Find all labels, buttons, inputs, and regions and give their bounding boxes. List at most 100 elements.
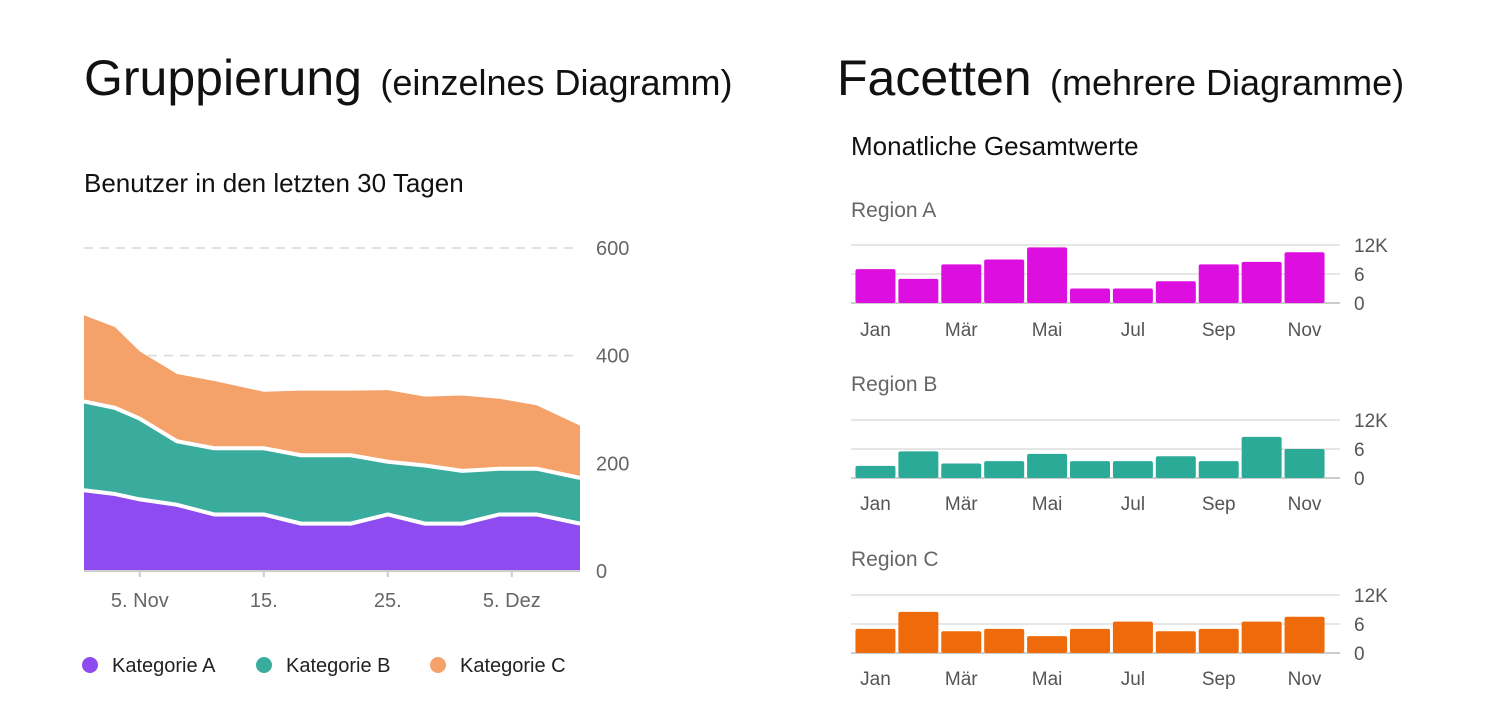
bar (984, 461, 1025, 478)
bar (1027, 636, 1068, 653)
grouping-heading: Gruppierung (einzelnes Diagramm) (84, 50, 733, 106)
boundary-line-kategorie-a (83, 488, 581, 526)
bar (1027, 247, 1068, 303)
facet-x-tick-label: Mai (1032, 320, 1063, 341)
facet-x-tick-label: Jul (1121, 494, 1145, 515)
bar (1112, 621, 1153, 653)
x-tick-label: 5. Nov (111, 590, 169, 612)
bar (1241, 436, 1282, 478)
bar (855, 269, 896, 303)
bar (855, 628, 896, 653)
facet-y-tick-label: 0 (1354, 294, 1365, 315)
facet-panels: Region A 0 6 12K Jan Mär Mai Jul Sep Nov Region B 0… (851, 199, 1388, 690)
grouping-heading-main: Gruppierung (84, 50, 362, 106)
legend-label-kategorie-c: Kategorie C (460, 655, 566, 677)
facets-heading: Facetten (mehrere Diagramme) (837, 50, 1404, 106)
facets-heading-sub: (mehrere Diagramme) (1050, 62, 1404, 103)
area-chart-axis: 5. Nov 15. 25. 5. Dez (84, 570, 580, 612)
bar (984, 259, 1025, 303)
area-chart-title: Benutzer in den letzten 30 Tagen (84, 168, 464, 198)
bar (1027, 453, 1068, 478)
facet-x-tick-label: Nov (1288, 494, 1322, 515)
facet-label: Region A (851, 199, 936, 222)
legend-swatch-kategorie-a (82, 657, 98, 673)
bar (1284, 616, 1325, 653)
y-tick-label: 600 (596, 238, 629, 260)
bar (1070, 288, 1110, 303)
facet-y-tick-label: 12K (1354, 411, 1388, 432)
legend-swatch-kategorie-b (256, 657, 272, 673)
area-chart: Benutzer in den letzten 30 Tagen 0 200 400… (82, 168, 629, 677)
legend-swatch-kategorie-c (430, 657, 446, 673)
boundary-line-kategorie-b (83, 399, 581, 480)
facet-x-tick-label: Nov (1288, 320, 1322, 341)
bar (1198, 264, 1239, 303)
y-tick-label: 0 (596, 561, 607, 583)
area-kategorie-c (84, 315, 580, 478)
bar (1241, 621, 1282, 653)
bar (1155, 456, 1196, 478)
facet-panel-region-b: Region B 0 6 12K Jan Mär Mai Jul Sep Nov (851, 373, 1388, 515)
area-chart-legend: Kategorie A Kategorie B Kategorie C (82, 655, 566, 677)
facet-chart: Monatliche Gesamtwerte Region A 0 6 12K Jan M… (851, 131, 1388, 690)
facet-label: Region C (851, 548, 939, 571)
facet-label: Region B (851, 373, 937, 396)
bar (984, 628, 1025, 653)
bar (941, 631, 982, 653)
bar (855, 465, 896, 478)
facet-x-tick-label: Sep (1202, 669, 1236, 690)
bar (1198, 461, 1239, 478)
bar (1155, 281, 1196, 303)
facet-chart-title: Monatliche Gesamtwerte (851, 131, 1139, 161)
facet-y-tick-label: 6 (1354, 615, 1365, 636)
x-tick-label: 25. (374, 590, 402, 612)
facet-x-tick-label: Jan (860, 494, 891, 515)
facet-y-tick-label: 0 (1354, 469, 1365, 490)
bar (941, 264, 982, 303)
bar (1284, 449, 1325, 478)
facet-y-tick-label: 12K (1354, 236, 1388, 257)
facet-y-tick-label: 12K (1354, 586, 1388, 607)
facet-x-tick-label: Jul (1121, 320, 1145, 341)
bar (898, 611, 939, 653)
facet-x-tick-label: Mär (945, 320, 978, 341)
facet-x-tick-label: Sep (1202, 494, 1236, 515)
facet-panel-region-c: Region C 0 6 12K Jan Mär Mai Jul Sep Nov (851, 548, 1388, 690)
grouping-heading-sub: (einzelnes Diagramm) (380, 62, 732, 103)
bar (1112, 461, 1153, 478)
area-chart-series (83, 315, 581, 571)
facet-x-tick-label: Mär (945, 669, 978, 690)
facet-y-tick-label: 6 (1354, 440, 1365, 461)
bar (1070, 628, 1110, 653)
area-kategorie-b (84, 401, 580, 524)
bar (1198, 628, 1239, 653)
facet-x-tick-label: Mai (1032, 669, 1063, 690)
bar (1112, 288, 1153, 303)
facet-x-tick-label: Mär (945, 494, 978, 515)
bar (1284, 252, 1325, 303)
x-tick-label: 5. Dez (483, 590, 541, 612)
bar (941, 463, 982, 478)
bar (1241, 261, 1282, 303)
facet-x-tick-label: Jan (860, 320, 891, 341)
y-tick-label: 400 (596, 346, 629, 368)
facet-y-tick-label: 6 (1354, 265, 1365, 286)
x-tick-label: 15. (250, 590, 278, 612)
facet-x-tick-label: Nov (1288, 669, 1322, 690)
bar (1155, 631, 1196, 653)
facet-y-tick-label: 0 (1354, 644, 1365, 665)
facet-x-tick-label: Jul (1121, 669, 1145, 690)
bar (1070, 461, 1110, 478)
bar (898, 278, 939, 303)
facet-panel-region-a: Region A 0 6 12K Jan Mär Mai Jul Sep Nov (851, 199, 1388, 341)
facets-heading-main: Facetten (837, 50, 1032, 106)
legend-label-kategorie-b: Kategorie B (286, 655, 391, 677)
facet-x-tick-label: Mai (1032, 494, 1063, 515)
facet-x-tick-label: Jan (860, 669, 891, 690)
y-tick-label: 200 (596, 453, 629, 475)
area-kategorie-a (84, 490, 580, 571)
legend-label-kategorie-a: Kategorie A (112, 655, 216, 677)
bar (898, 451, 939, 478)
facet-x-tick-label: Sep (1202, 320, 1236, 341)
